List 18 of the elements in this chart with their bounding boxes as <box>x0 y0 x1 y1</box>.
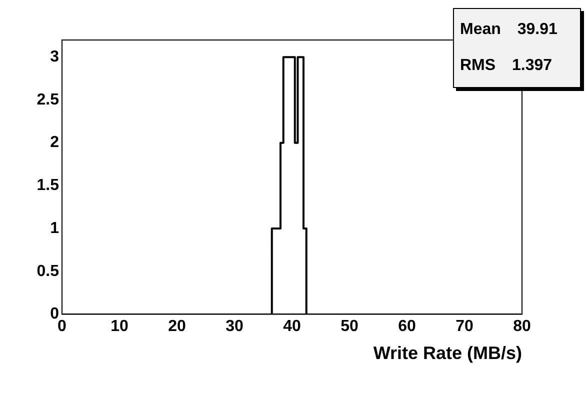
y-tick-label: 2.5 <box>36 91 60 108</box>
x-tick-label: 80 <box>513 318 531 336</box>
x-tick-label: 70 <box>456 318 474 336</box>
y-tick-label: 1 <box>50 220 60 237</box>
x-tick-label: 40 <box>283 318 301 336</box>
y-tick-label: 3 <box>50 48 60 66</box>
y-tick-label: 0 <box>50 306 60 323</box>
annotation: RMS 1.397 <box>460 57 554 75</box>
y-tick-label: 2 <box>50 134 60 152</box>
text: Mean 39.91 <box>460 21 558 39</box>
x-tick-label: 10 <box>110 318 128 336</box>
x-tick-label: 50 <box>340 318 358 336</box>
x-axis-title: Write Rate (MB/s) <box>373 343 522 364</box>
x-tick-label: 30 <box>226 318 244 336</box>
y-tick-label: 0.5 <box>36 262 60 280</box>
y-tick-label: 1.5 <box>36 177 60 194</box>
x-tick-label: 20 <box>168 318 186 336</box>
x-tick-label: 60 <box>398 318 416 336</box>
